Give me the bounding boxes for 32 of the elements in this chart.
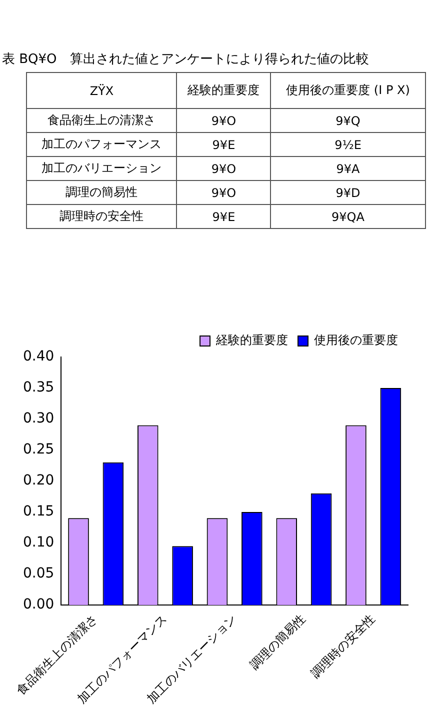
text: 調理の簡易性: [26, 180, 177, 204]
text: 使用後の重要度 (I P X): [270, 72, 426, 108]
text: 食品衛生上の清潔さ: [26, 108, 177, 132]
y-tick-label: 0.35: [23, 380, 54, 396]
y-tick-label: 0.15: [23, 504, 54, 520]
text: 9¥E: [176, 132, 271, 156]
text: 加工のパフォーマンス: [26, 132, 177, 156]
text: 9¥O: [176, 180, 271, 204]
text: 加工のバリエーション: [26, 156, 177, 180]
text: 9¥O: [176, 156, 271, 180]
text: 経験的重要度: [176, 72, 271, 108]
text: 調理時の安全性: [26, 204, 177, 228]
y-tick-label: 0.40: [23, 348, 54, 365]
x-tick-label: 調理時の安全性: [308, 611, 378, 681]
text: 9½E: [270, 132, 426, 156]
text: 9¥O: [176, 108, 271, 132]
y-tick-label: 0.20: [23, 472, 54, 489]
text: 9¥QA: [270, 204, 426, 228]
text: 9¥E: [176, 204, 271, 228]
y-tick-label: 0.25: [23, 442, 54, 458]
y-tick-label: 0.05: [23, 566, 54, 582]
y-tick-label: 0.30: [23, 410, 54, 427]
text: 9¥A: [270, 156, 426, 180]
x-tick-label: 調理の簡易性: [247, 611, 308, 672]
y-tick-label: 0.10: [23, 534, 54, 551]
text: ZŸX: [26, 72, 177, 108]
legend-label: 経験的重要度: [215, 333, 288, 348]
text: 表 BQ¥O 算出された値とアンケートにより得られた値の比較: [2, 51, 370, 68]
text: 9¥D: [270, 180, 426, 204]
legend-label: 使用後の重要度: [314, 333, 398, 348]
y-tick-label: 0.00: [23, 596, 54, 613]
text: 9¥Q: [270, 108, 426, 132]
